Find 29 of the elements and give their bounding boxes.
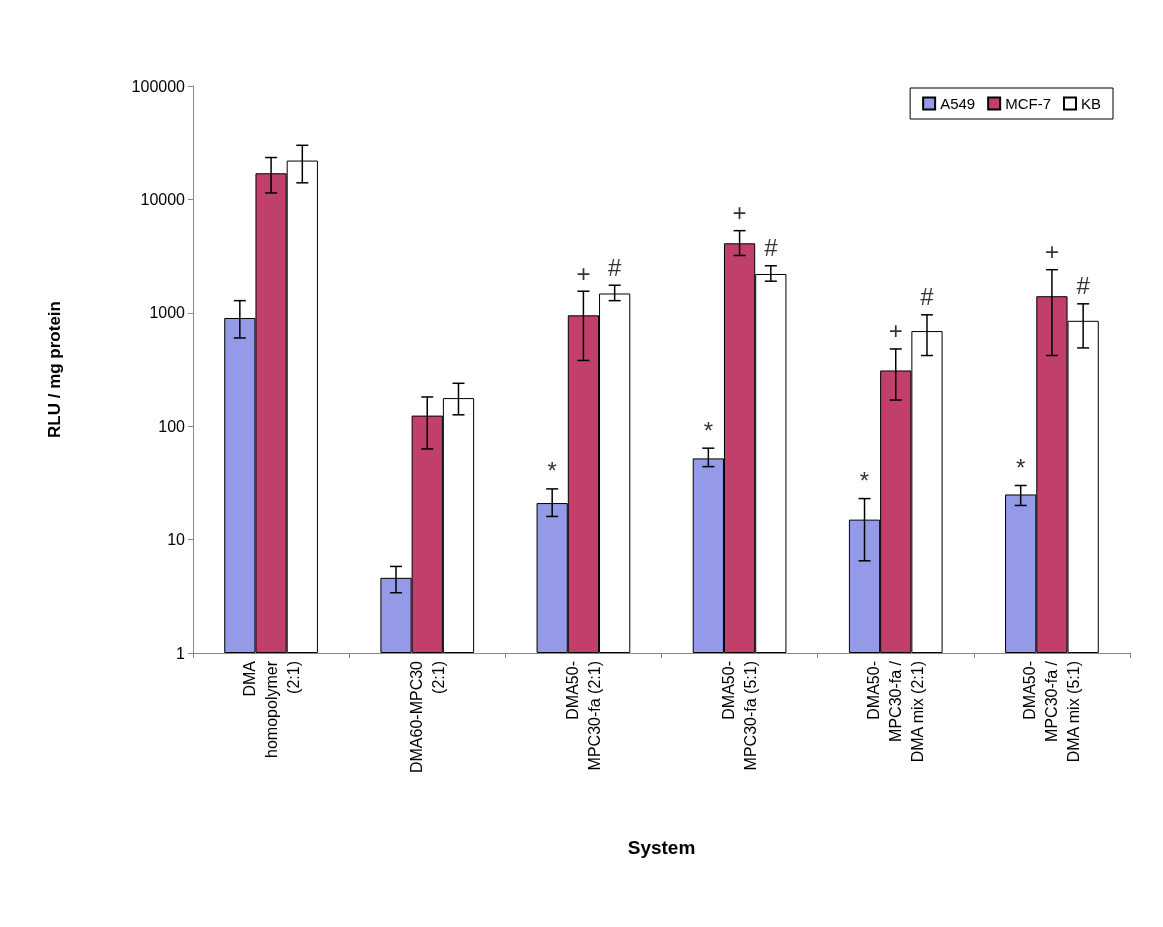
data-label: * [1016,453,1026,481]
y-tick-label: 100 [158,417,186,435]
data-label: + [732,199,747,227]
data-label: # [764,234,779,262]
y-tick-label: 1 [176,644,186,662]
x-tick-label: DMA60-MPC30 (2:1) [407,660,447,774]
data-label: * [703,416,714,444]
data-label: + [576,259,591,287]
x-tick-label: DMA50- MPC30-fa (5:1) [720,661,760,771]
x-tick-label: DMA50- MPC30-fa / DMA mix (2:1) [865,660,927,763]
y-axis-title: RLU / mg protein [45,301,64,438]
legend-label: A549 [940,95,976,112]
x-tick-label: DMA homopolymer (2:1) [240,660,302,758]
y-tick-label: 100000 [131,77,186,95]
data-label: * [547,457,557,485]
y-tick-label: 1000 [149,304,186,322]
y-tick-label: 10 [167,531,186,549]
x-tick-label: DMA50- MPC30-fa / DMA mix (5:1) [1021,660,1083,763]
data-label: # [1076,272,1091,300]
y-tick-label: 10000 [140,190,186,208]
data-label: + [888,317,903,345]
data-label: # [920,283,935,311]
legend-label: MCF-7 [1005,95,1051,112]
data-label: + [1044,238,1059,266]
x-tick-label: DMA50- MPC30-fa (2:1) [563,661,603,771]
data-label: * [859,467,870,495]
legend-label: KB [1080,95,1102,112]
data-label: # [607,253,622,281]
x-axis-title: System [627,837,696,858]
